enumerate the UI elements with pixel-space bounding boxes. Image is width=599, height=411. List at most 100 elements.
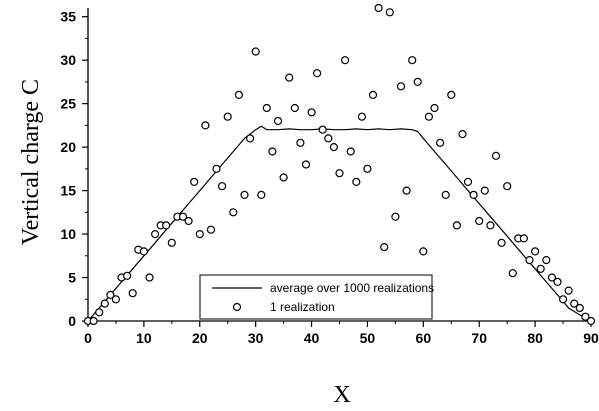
y-tick-label: 0 [68, 313, 76, 329]
realization-point [167, 238, 176, 247]
realization-point [139, 247, 148, 256]
realization-point [458, 130, 467, 139]
realization-point [408, 56, 417, 65]
legend: average over 1000 realizations 1 realiza… [199, 274, 434, 320]
realization-point [547, 273, 557, 282]
realization-point [195, 230, 204, 239]
x-tick-label: 10 [136, 330, 152, 346]
realization-point [262, 103, 271, 113]
realization-point [542, 256, 551, 265]
realization-point [346, 147, 355, 156]
realization-point [424, 112, 433, 121]
realization-point [491, 151, 501, 160]
legend-box [199, 274, 433, 320]
realization-point [402, 186, 411, 195]
realization-point [212, 164, 221, 173]
realization-point [290, 103, 299, 113]
realization-point [503, 182, 512, 191]
x-tick-label: 80 [527, 330, 543, 346]
x-tick-label: 40 [304, 330, 320, 346]
legend-label-average: average over 1000 realizations [270, 281, 434, 295]
realization-point [575, 303, 584, 313]
realization-point [558, 295, 568, 304]
realization-point [335, 169, 344, 178]
realization-point [570, 299, 579, 308]
realization-point [234, 90, 243, 100]
realization-point [380, 243, 389, 252]
realization-series [83, 3, 596, 326]
x-tick-label: 0 [84, 330, 92, 346]
realization-point [508, 269, 517, 278]
x-tick-label: 70 [471, 330, 487, 346]
realization-point [553, 277, 562, 286]
realization-point [368, 90, 378, 100]
realization-point [240, 190, 249, 199]
x-axis: 0 10 20 30 40 50 60 70 80 90 [84, 321, 599, 346]
realization-point [229, 208, 238, 217]
realization-point [536, 264, 545, 273]
realization-point [206, 225, 216, 234]
realization-point [162, 221, 171, 230]
realization-point [313, 69, 322, 78]
y-axis-title: Vertical charge C [18, 79, 44, 245]
realization-point [341, 56, 350, 65]
realization-point [441, 190, 450, 199]
realization-point [285, 73, 294, 82]
realization-point [279, 173, 288, 182]
x-tick-label: 20 [192, 330, 208, 346]
realization-point [178, 212, 188, 221]
realization-point [452, 221, 461, 230]
y-axis: 0 5 10 15 20 25 30 35 [60, 9, 88, 329]
realization-point [307, 108, 316, 117]
realization-point [106, 290, 115, 299]
realization-point [95, 308, 104, 317]
realization-point [89, 316, 98, 326]
realization-point [357, 112, 366, 121]
y-tick-label: 10 [60, 226, 76, 242]
realization-point [463, 177, 473, 186]
realization-point [257, 190, 266, 199]
realization-point [301, 160, 311, 169]
realization-point [268, 147, 277, 156]
realization-point [480, 186, 489, 195]
realization-point [374, 3, 383, 13]
y-tick-label: 15 [60, 183, 76, 199]
realization-point [486, 221, 495, 230]
realization-point [318, 125, 327, 134]
realization-point [396, 82, 406, 91]
realization-point [385, 8, 394, 17]
realization-point [184, 216, 193, 226]
realization-point [391, 212, 400, 221]
y-tick-label: 25 [60, 96, 76, 112]
realization-point [525, 256, 534, 265]
x-tick-label: 90 [583, 330, 599, 346]
realization-point [246, 134, 255, 143]
realization-point [436, 138, 445, 147]
realization-point [329, 143, 338, 152]
legend-marker-swatch [232, 302, 242, 312]
y-tick-label: 30 [60, 52, 76, 68]
realization-point [469, 190, 478, 199]
realization-point [363, 164, 372, 173]
realization-point [151, 230, 160, 239]
realization-point [519, 234, 529, 243]
x-tick-label: 60 [416, 330, 432, 346]
realization-point [419, 247, 428, 256]
realization-point [128, 289, 137, 298]
realization-point [447, 90, 456, 100]
realization-point [190, 177, 199, 186]
realization-point [111, 295, 121, 304]
realization-point [201, 121, 210, 130]
realization-point [296, 138, 305, 147]
x-tick-label: 50 [360, 330, 376, 346]
x-axis-title: X [333, 382, 350, 408]
realization-point [586, 316, 596, 326]
realization-point [564, 286, 573, 295]
realization-point [218, 182, 227, 191]
realization-point [145, 273, 154, 282]
y-tick-label: 35 [60, 9, 76, 25]
realization-point [530, 247, 540, 256]
realization-point [413, 77, 422, 87]
realization-point [223, 112, 232, 121]
